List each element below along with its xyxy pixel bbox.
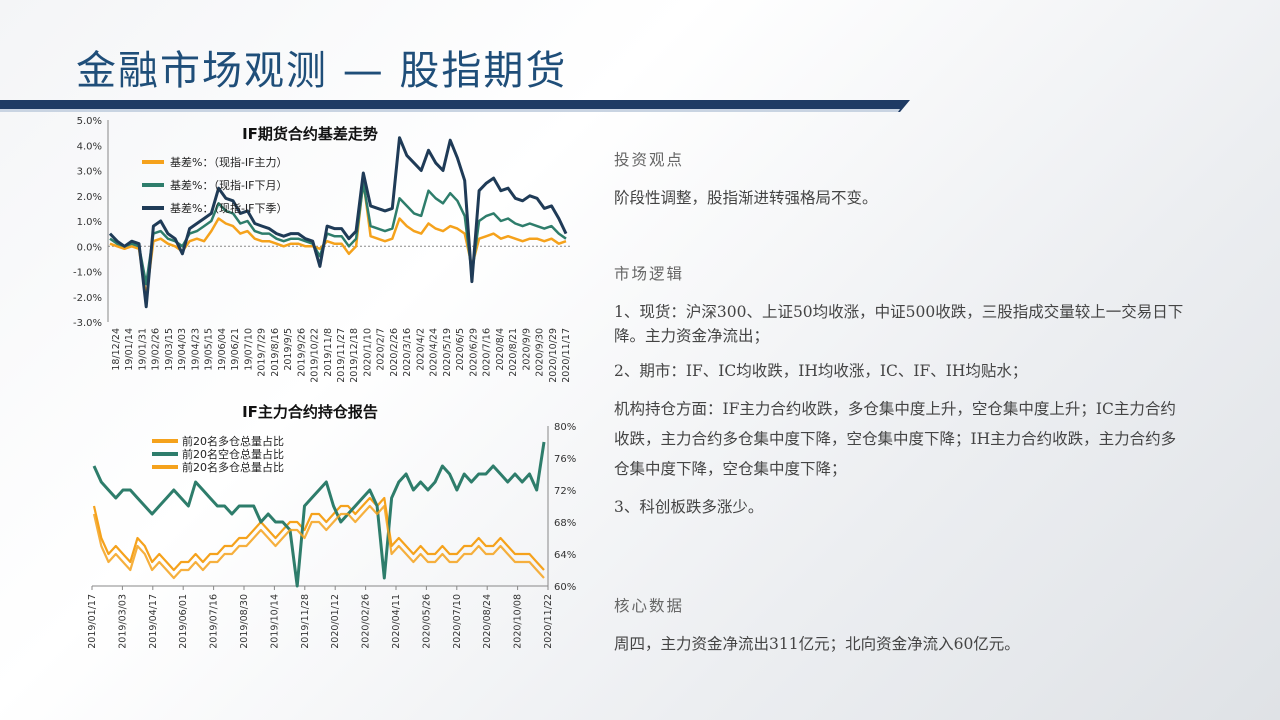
x-tick-label: 2019/10/14 — [269, 594, 280, 649]
x-tick-label: 19/01/31 — [137, 328, 148, 371]
x-tick-label: 2020/2/26 — [389, 328, 400, 377]
legend-label: 基差%：（现指-IF主力） — [170, 155, 288, 169]
x-tick-label: 2019/08/30 — [239, 594, 250, 649]
y-tick-label: 4.0% — [77, 141, 102, 152]
section-market-logic-p4: 3、科创板跌多涨少。 — [614, 498, 764, 516]
chart-title: IF主力合约持仓报告 — [242, 403, 378, 421]
x-tick-label: 2019/9/26 — [296, 328, 307, 377]
legend-label: 基差%：（现指-IF下季） — [170, 201, 288, 215]
section-market-logic-p3: 机构持仓方面：IF主力合约收跌，多仓集中度上升，空仓集中度上升；IC主力合约收跌… — [614, 400, 1177, 478]
x-tick-label: 2019/03/03 — [117, 594, 128, 649]
x-tick-label: 2019/11/28 — [300, 594, 311, 649]
series-line — [92, 441, 546, 588]
title-divider — [0, 100, 910, 112]
x-tick-label: 19/01/14 — [124, 328, 135, 371]
x-tick-label: 2020/11/22 — [543, 594, 554, 649]
y-tick-label: 60% — [554, 582, 576, 593]
x-tick-label: 2020/02/26 — [361, 594, 372, 649]
x-tick-label: 2020/6/29 — [468, 328, 479, 377]
x-tick-label: 19/02/26 — [151, 328, 162, 371]
x-tick-label: 19/04/23 — [190, 328, 201, 371]
x-tick-label: 2020/07/10 — [452, 594, 463, 649]
x-tick-label: 2019/12/18 — [349, 328, 360, 383]
section-core-data-head: 核心数据 — [614, 597, 685, 615]
x-tick-label: 2020/5/19 — [442, 328, 453, 377]
series-line — [92, 504, 545, 580]
y-tick-label: -2.0% — [73, 293, 102, 304]
section-investment-view-head: 投资观点 — [614, 151, 685, 169]
series-line — [109, 181, 567, 286]
x-tick-label: 2019/11/27 — [336, 328, 347, 383]
legend-label: 基差%：（现指-IF下月） — [170, 178, 288, 192]
x-tick-label: 2019/11/8 — [323, 328, 334, 377]
y-tick-label: -3.0% — [73, 318, 102, 329]
x-tick-label: 2020/05/26 — [421, 594, 432, 649]
section-market-logic-head: 市场逻辑 — [614, 265, 685, 283]
x-tick-label: 19/04/03 — [177, 328, 188, 371]
x-tick-label: 18/12/24 — [111, 328, 122, 371]
x-tick-label: 2019/07/16 — [209, 594, 220, 649]
page-title: 金融市场观测 — 股指期货 — [76, 48, 568, 94]
series-line — [108, 136, 568, 309]
y-tick-label: 76% — [554, 454, 576, 465]
legend-label: 前20名空仓总量占比 — [182, 447, 284, 461]
position-report-chart: 80% 76% 72% 68% 64% 60% 2019/01/17 2019/03/03 20… — [87, 403, 576, 649]
x-tick-label: 2020/7/16 — [482, 328, 493, 377]
x-tick-label: 2020/8/21 — [508, 328, 519, 377]
x-tick-label: 2020/9/30 — [535, 328, 546, 377]
x-tick-label: 2020/01/12 — [330, 594, 341, 649]
y-tick-label: 0.0% — [77, 242, 102, 253]
section-market-logic-p2: 2、期市：IF、IC均收跌，IH均收涨，IC、IF、IH均贴水； — [614, 362, 1028, 380]
chart-title: IF期货合约基差走势 — [242, 125, 378, 143]
x-tick-label: 19/06/21 — [230, 328, 241, 371]
basis-chart: 5.0% 4.0% 3.0% 2.0% 1.0% 0.0% -1.0% -2.0% -3.0% 1… — [73, 116, 572, 383]
y-tick-label: -1.0% — [73, 268, 102, 279]
text-panel: 投资观点 阶段性调整，股指渐进转强格局不变。 — [614, 148, 1214, 210]
x-tick-label: 2020/10/29 — [548, 328, 559, 383]
text-panel-logic: 市场逻辑 1、现货：沪深300、上证50均收涨，中证500收跌，三股指成交量较上… — [614, 262, 1214, 519]
x-tick-label: 2019/9/5 — [283, 328, 294, 371]
y-tick-label: 3.0% — [77, 167, 102, 178]
x-tick-label: 2019/8/16 — [270, 328, 281, 377]
y-tick-label: 80% — [554, 422, 576, 433]
series-line — [92, 496, 545, 572]
x-tick-label: 2020/4/24 — [429, 328, 440, 377]
x-tick-label: 2020/3/16 — [402, 328, 413, 377]
y-tick-label: 1.0% — [77, 217, 102, 228]
section-investment-view-body: 阶段性调整，股指渐进转强格局不变。 — [614, 189, 878, 207]
x-tick-label: 19/03/15 — [164, 328, 175, 371]
x-tick-label: 2019/06/01 — [178, 594, 189, 649]
y-tick-label: 5.0% — [77, 116, 102, 127]
section-market-logic-p1: 1、现货：沪深300、上证50均收涨，中证500收跌，三股指成交量较上一交易日下… — [614, 303, 1184, 345]
legend-label: 前20名多仓总量占比 — [182, 460, 284, 474]
x-tick-label: 2019/01/17 — [87, 594, 98, 649]
x-tick-label: 2019/7/29 — [257, 328, 268, 377]
y-tick-label: 2.0% — [77, 192, 102, 203]
x-tick-label: 19/07/10 — [243, 328, 254, 371]
x-tick-label: 2020/11/17 — [561, 328, 572, 383]
x-tick-label: 19/06/04 — [217, 328, 228, 371]
x-tick-label: 19/05/15 — [204, 328, 215, 371]
x-tick-label: 2020/04/11 — [391, 594, 402, 649]
text-panel-core: 核心数据 周四，主力资金净流出311亿元；北向资金净流入60亿元。 — [614, 594, 1214, 656]
legend-label: 前20名多仓总量占比 — [182, 434, 284, 448]
series-line — [109, 179, 567, 299]
y-tick-label: 68% — [554, 518, 576, 529]
section-core-data-body: 周四，主力资金净流出311亿元；北向资金净流入60亿元。 — [614, 635, 1020, 653]
y-tick-label: 72% — [554, 486, 576, 497]
y-tick-label: 64% — [554, 550, 576, 561]
x-tick-label: 2020/1/10 — [362, 328, 373, 377]
x-tick-label: 2020/10/08 — [513, 594, 524, 649]
x-tick-label: 2020/9/9 — [521, 328, 532, 371]
x-tick-label: 2019/04/17 — [148, 594, 159, 649]
x-tick-label: 2020/08/24 — [482, 594, 493, 649]
x-tick-label: 2020/6/5 — [455, 328, 466, 371]
x-tick-label: 2020/8/4 — [495, 328, 506, 371]
x-tick-label: 2019/10/22 — [310, 328, 321, 383]
x-tick-label: 2020/4/2 — [415, 328, 426, 371]
x-tick-label: 2020/2/7 — [376, 328, 387, 371]
